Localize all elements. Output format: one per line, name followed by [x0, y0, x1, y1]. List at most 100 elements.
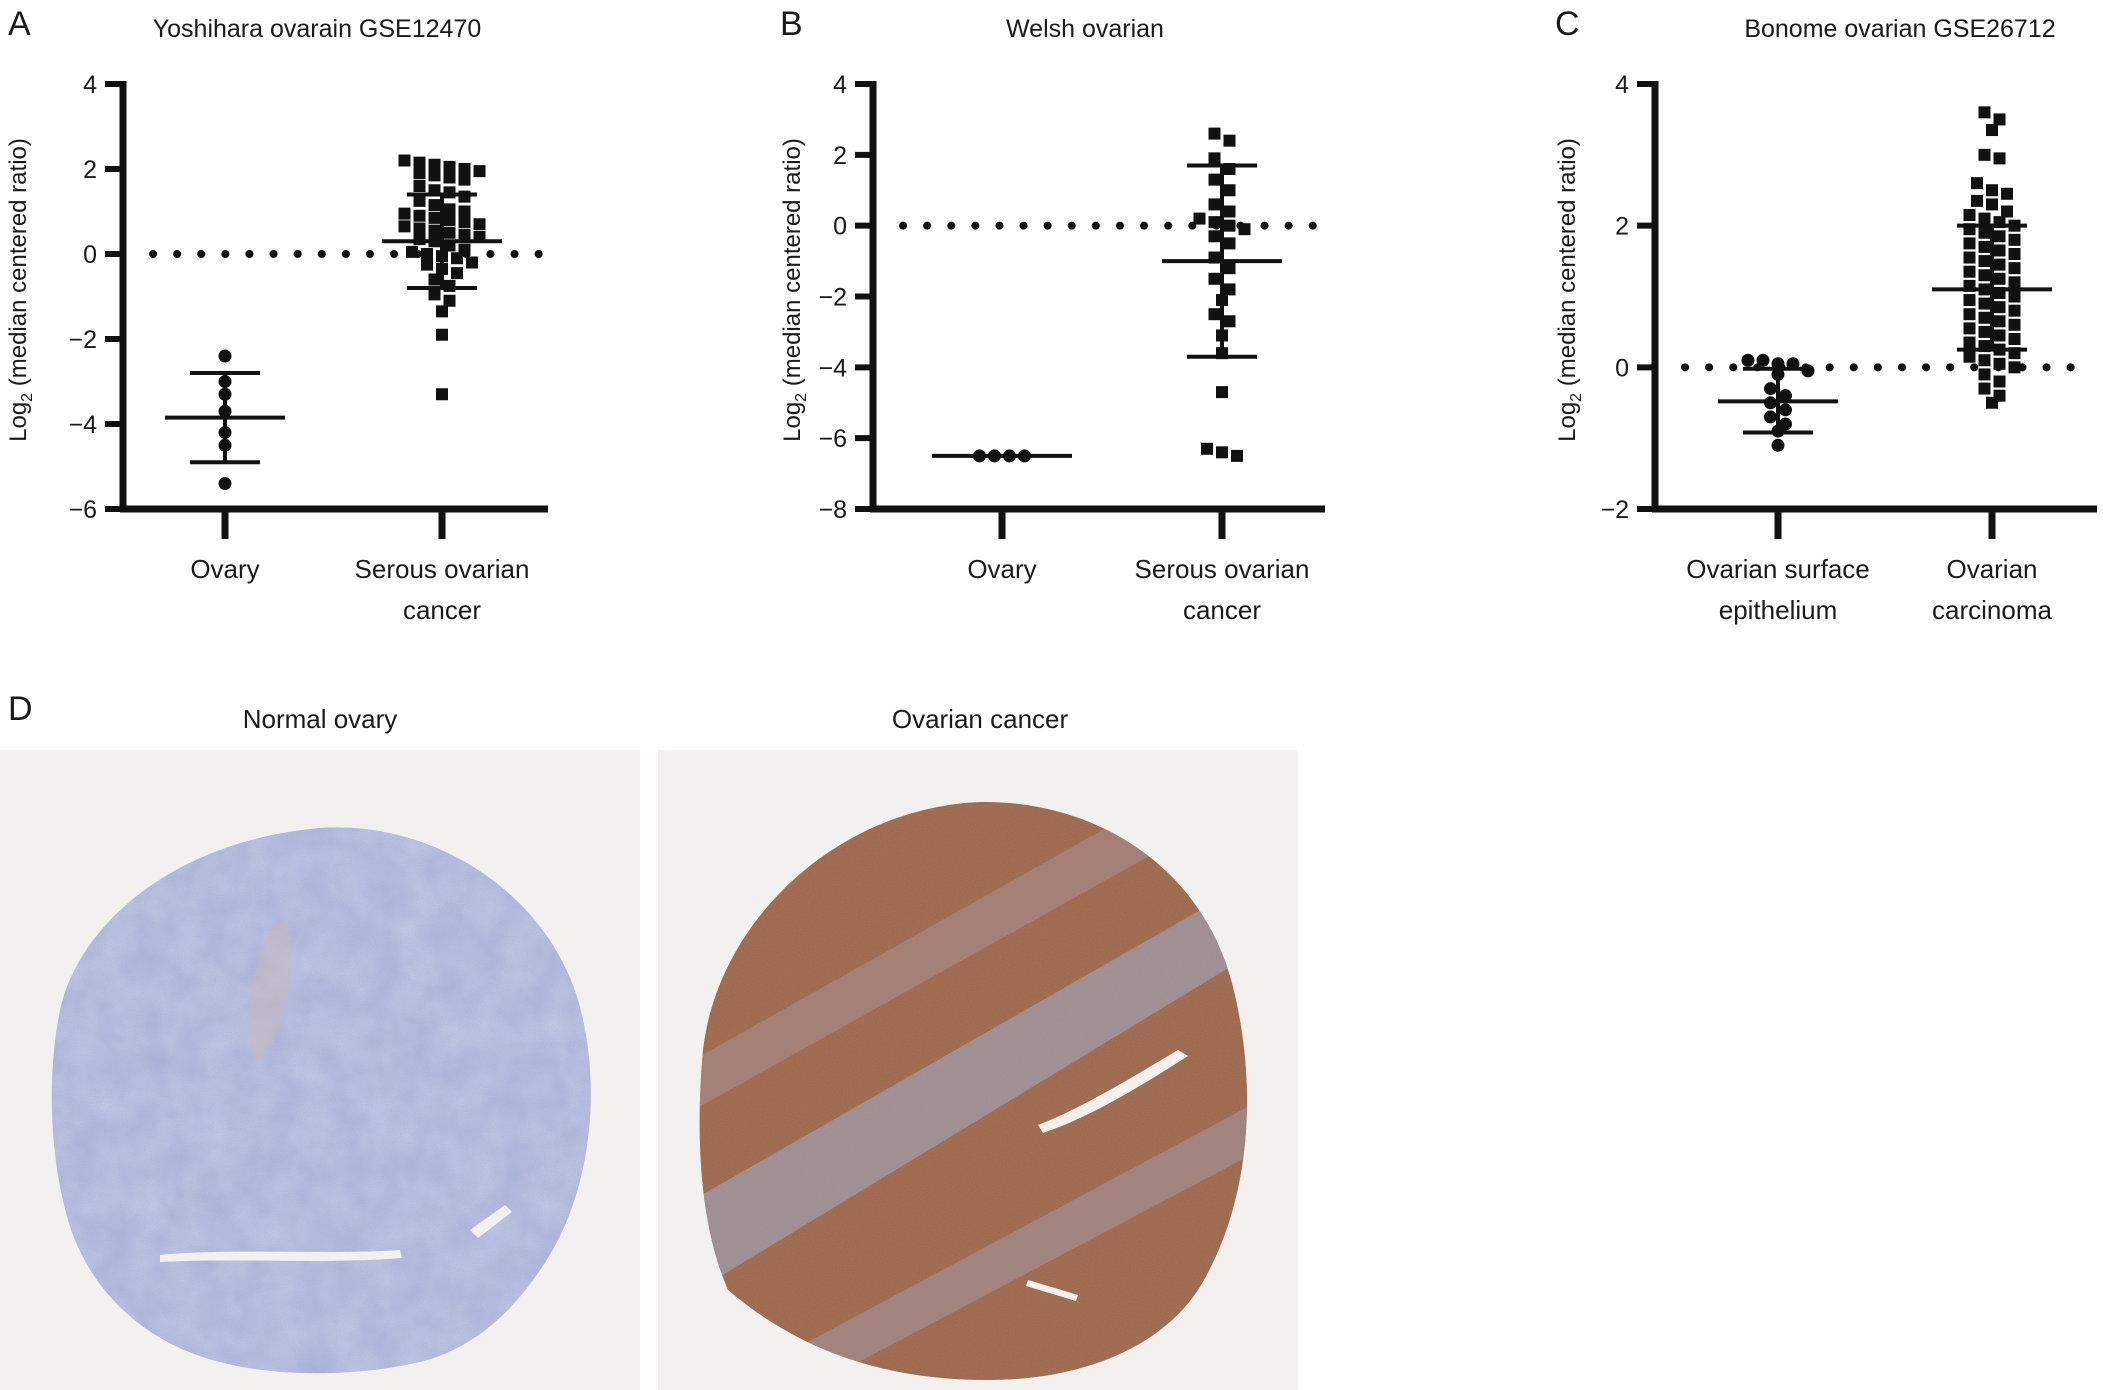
data-point — [1978, 212, 1991, 225]
x-tick-label: cancer — [403, 595, 481, 625]
data-point — [428, 211, 441, 224]
data-point — [1756, 353, 1770, 367]
y-tick-label: −6 — [68, 496, 97, 524]
x-tick-label: epithelium — [1719, 595, 1838, 625]
y-tick-label: −2 — [818, 284, 847, 312]
x-tick-label: Ovary — [190, 554, 259, 584]
data-point — [1993, 272, 2006, 285]
data-point — [1993, 357, 2006, 370]
data-point — [1223, 134, 1236, 147]
series-2 — [1932, 106, 2052, 409]
data-point — [458, 190, 471, 203]
data-point — [428, 224, 441, 237]
data-point — [1963, 237, 1976, 250]
data-point — [436, 328, 448, 341]
x-tick-label: carcinoma — [1932, 595, 2052, 625]
data-point — [451, 252, 463, 265]
data-point — [1993, 301, 2006, 314]
series-1 — [165, 349, 285, 490]
x-tick-label: cancer — [1183, 595, 1261, 625]
data-point — [1801, 364, 1815, 378]
data-point — [1993, 258, 2006, 271]
data-point — [406, 245, 418, 258]
data-point — [1223, 262, 1236, 275]
data-point — [1764, 382, 1777, 396]
data-point — [1223, 184, 1236, 197]
data-point — [1971, 194, 1983, 207]
data-point — [1986, 198, 1998, 211]
data-point — [1978, 269, 1991, 282]
data-point — [1978, 226, 1991, 239]
chart-panel-a: A Yoshihara ovarain GSE12470 Log2 (median … — [5, 5, 548, 625]
data-point — [413, 180, 426, 192]
data-point — [428, 158, 441, 171]
data-point — [421, 258, 433, 271]
data-point — [1208, 308, 1221, 321]
data-point — [1963, 350, 1976, 363]
data-point — [1963, 322, 1976, 335]
stromal-streak — [248, 920, 292, 1060]
x-tick-label: Serous ovarian — [355, 554, 530, 584]
x-tick-label: Ovarian surface — [1686, 554, 1870, 584]
data-point — [1193, 212, 1206, 225]
data-point — [413, 156, 426, 169]
y-tick-label: 4 — [1615, 71, 1629, 99]
y-tick-label: −2 — [68, 326, 97, 354]
data-point — [473, 165, 486, 178]
panel-label: B — [780, 5, 803, 43]
data-point — [1208, 127, 1221, 140]
data-point — [1978, 240, 1991, 253]
x-tick-label: Ovarian — [1946, 554, 2037, 584]
data-point — [1208, 216, 1221, 229]
data-point — [2008, 276, 2021, 289]
data-point — [413, 222, 426, 235]
data-point — [458, 228, 471, 241]
data-point — [443, 160, 456, 173]
y-tick-label: 0 — [83, 241, 97, 269]
data-point — [2008, 290, 2021, 303]
data-point — [1223, 237, 1236, 250]
y-axis-label: Log2 (median centered ratio) — [779, 138, 810, 442]
data-point — [1779, 403, 1792, 417]
data-point — [1208, 152, 1221, 165]
y-axis-label: Log2 (median centered ratio) — [5, 138, 36, 442]
data-point — [1993, 244, 2006, 257]
data-point — [1978, 368, 1991, 381]
data-point — [1764, 410, 1777, 424]
x-tick-label: Serous ovarian — [1135, 554, 1310, 584]
data-point — [1978, 148, 1991, 161]
data-point — [398, 207, 411, 220]
chart-panel-c: C Bonome ovarian GSE26712 Log2 (median cen… — [1554, 5, 2097, 625]
data-point — [1201, 442, 1213, 455]
data-point — [473, 218, 486, 231]
data-point — [443, 214, 456, 226]
data-point — [2008, 233, 2021, 246]
series-1 — [932, 449, 1072, 463]
data-point — [458, 173, 471, 186]
data-point — [443, 279, 456, 292]
y-tick-label: 2 — [83, 156, 97, 184]
data-point — [1963, 308, 1976, 321]
tissue-crack — [1038, 1050, 1188, 1133]
data-point — [1978, 311, 1991, 324]
data-point — [1216, 386, 1228, 399]
y-tick-label: 0 — [1615, 354, 1629, 382]
chart-title: Welsh ovarian — [1006, 15, 1164, 43]
data-point — [466, 256, 478, 269]
series-1 — [1718, 353, 1838, 452]
data-point — [1963, 265, 1976, 278]
data-point — [398, 154, 411, 167]
data-point — [2008, 304, 2021, 317]
data-point — [2008, 318, 2021, 331]
data-point — [1993, 113, 2006, 126]
data-point — [1978, 106, 1991, 119]
data-point — [1216, 446, 1228, 459]
data-point — [1238, 223, 1251, 236]
panel-label: A — [8, 5, 31, 43]
data-point — [443, 203, 456, 216]
data-point — [2008, 361, 2021, 374]
data-point — [2001, 205, 2013, 218]
tissue-crack — [1026, 1280, 1078, 1301]
tissue-tear — [470, 1205, 512, 1238]
data-point — [436, 388, 448, 401]
